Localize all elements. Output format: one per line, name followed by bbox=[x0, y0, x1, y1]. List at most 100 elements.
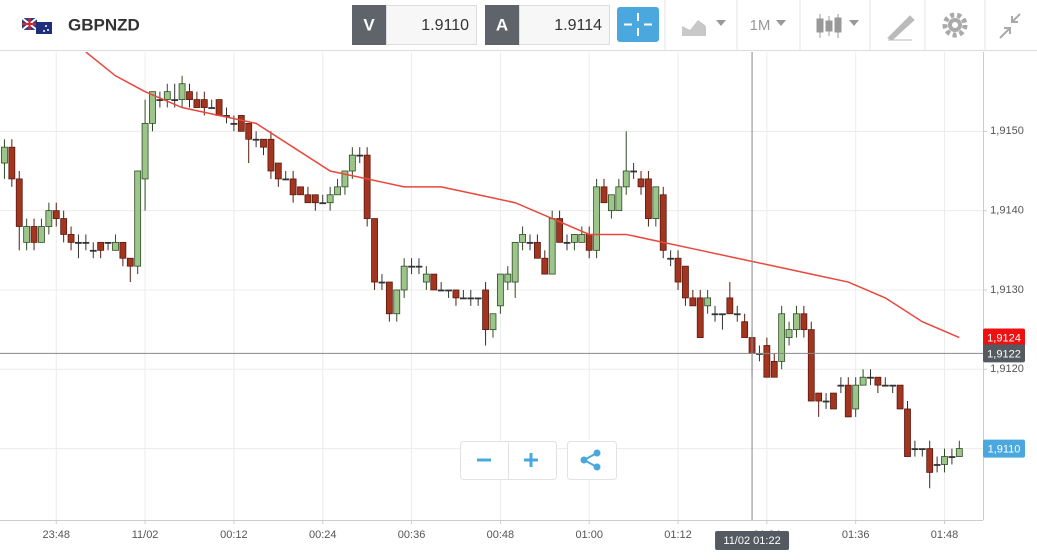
candle-body bbox=[933, 464, 941, 466]
candle-body bbox=[533, 241, 541, 259]
candle-body bbox=[571, 234, 578, 243]
candle-body bbox=[637, 178, 645, 188]
candle-body bbox=[422, 273, 430, 283]
candle-body bbox=[519, 234, 526, 243]
collapse-button[interactable] bbox=[999, 13, 1021, 39]
candle-body bbox=[385, 281, 393, 315]
candle-body bbox=[548, 218, 556, 275]
candle-body bbox=[8, 146, 16, 180]
candle-body bbox=[119, 241, 127, 259]
candle-body bbox=[163, 91, 171, 100]
price-tag-label: 1,9122 bbox=[987, 348, 1021, 360]
candle-body bbox=[415, 265, 423, 268]
candle-body bbox=[837, 384, 845, 387]
candle-body bbox=[496, 273, 504, 307]
candle-body bbox=[689, 297, 697, 307]
candle-body bbox=[904, 408, 911, 457]
candle-body bbox=[112, 241, 119, 251]
settings-button[interactable] bbox=[942, 12, 968, 38]
y-tick-label: 1,9130 bbox=[990, 284, 1024, 296]
candle-body bbox=[30, 226, 38, 243]
zoom-in-button[interactable] bbox=[524, 453, 538, 467]
candle-body bbox=[326, 194, 334, 204]
candle-body bbox=[667, 257, 675, 260]
candle-body bbox=[97, 241, 105, 251]
candle-body bbox=[593, 186, 601, 251]
candle-body bbox=[134, 170, 142, 267]
candle-body bbox=[341, 170, 349, 188]
candle-body bbox=[193, 99, 201, 108]
ask-label: A bbox=[496, 15, 508, 34]
candle-body bbox=[778, 313, 786, 362]
candle-body bbox=[459, 297, 467, 300]
candle-body bbox=[578, 234, 586, 243]
candle-body bbox=[711, 313, 719, 316]
candle-body bbox=[430, 273, 438, 291]
candle-body bbox=[622, 170, 630, 188]
candle-body bbox=[704, 297, 712, 307]
ask-button[interactable] bbox=[485, 5, 519, 45]
candle-body bbox=[941, 456, 948, 465]
candle-body bbox=[615, 186, 623, 212]
drawing-tool-button[interactable] bbox=[887, 15, 915, 41]
candle-body bbox=[541, 257, 549, 275]
candle-body bbox=[52, 210, 60, 219]
zoom-controls bbox=[460, 441, 617, 480]
candle-body bbox=[230, 122, 238, 125]
x-tick-label: 01:48 bbox=[931, 529, 959, 541]
timeframe-arrow bbox=[776, 20, 786, 26]
x-tick-label: 23:48 bbox=[42, 529, 70, 541]
candle-body bbox=[815, 392, 823, 402]
candle-body bbox=[867, 376, 874, 379]
candle-body bbox=[245, 122, 253, 140]
flag-icon bbox=[21, 17, 52, 34]
candle-body bbox=[889, 384, 897, 387]
bid-button[interactable] bbox=[352, 5, 386, 45]
candle-body bbox=[89, 249, 97, 252]
toolbar: GBPNZD V 1.9110 A 1.9114 1M bbox=[0, 0, 1037, 51]
timeframe[interactable]: 1M bbox=[750, 17, 771, 34]
candle-body bbox=[955, 448, 963, 457]
share-button[interactable] bbox=[580, 449, 601, 471]
price-tag-label: 1,9110 bbox=[988, 444, 1021, 456]
candle-body bbox=[445, 289, 452, 292]
chart-type-button[interactable] bbox=[682, 20, 726, 36]
candle-body bbox=[659, 194, 667, 251]
candle-body bbox=[237, 115, 245, 132]
candle-body bbox=[60, 218, 68, 235]
candle-body bbox=[918, 448, 926, 451]
candle-body bbox=[526, 241, 534, 244]
candle-body bbox=[348, 154, 356, 172]
candle-body bbox=[104, 241, 112, 244]
x-tick-label: 01:12 bbox=[664, 529, 692, 541]
crosshair-time-box bbox=[715, 531, 790, 550]
candle-body bbox=[911, 448, 919, 451]
candle-body bbox=[45, 210, 53, 227]
candle-body bbox=[600, 186, 608, 204]
crosshair-button[interactable] bbox=[617, 7, 659, 42]
candle-body bbox=[260, 138, 267, 148]
candle-body bbox=[504, 273, 512, 283]
bid-label: V bbox=[363, 15, 375, 34]
candle-body bbox=[1, 146, 8, 164]
candle-body bbox=[896, 384, 904, 410]
x-tick-label: 00:36 bbox=[398, 529, 426, 541]
candle-body bbox=[793, 313, 800, 331]
candle-body bbox=[852, 384, 860, 410]
candle-body bbox=[719, 313, 726, 316]
candle-body bbox=[763, 345, 771, 378]
candle-body bbox=[82, 241, 90, 244]
candle-body bbox=[467, 297, 475, 300]
candle-body bbox=[371, 218, 378, 283]
candle-body bbox=[141, 122, 149, 180]
candle-body bbox=[156, 99, 164, 101]
price-tag bbox=[983, 439, 1025, 458]
candle-body bbox=[200, 99, 208, 108]
candle-body bbox=[682, 265, 689, 299]
x-tick-label: 01:00 bbox=[575, 529, 603, 541]
candle-type-button[interactable] bbox=[816, 14, 859, 38]
candle-body bbox=[874, 376, 882, 386]
crosshair-time-label: 11/02 01:22 bbox=[723, 535, 780, 547]
candle-body bbox=[741, 321, 749, 338]
